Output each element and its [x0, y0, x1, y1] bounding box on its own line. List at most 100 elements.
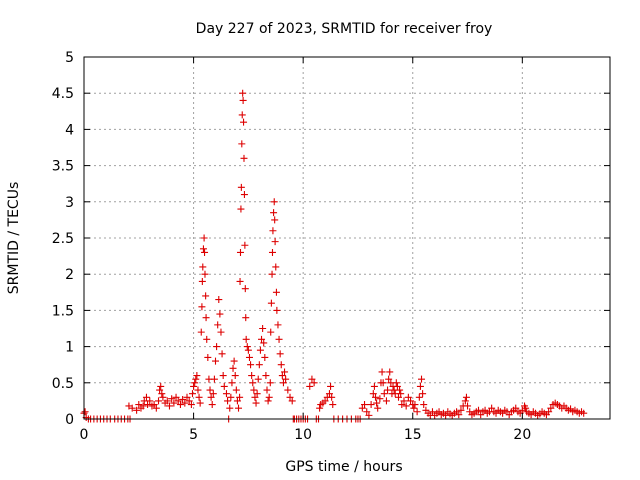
data-point — [201, 270, 209, 278]
data-point — [264, 397, 272, 405]
data-point — [209, 390, 217, 398]
data-point — [416, 382, 424, 390]
data-point — [244, 346, 252, 354]
data-point — [278, 372, 286, 380]
data-point — [374, 404, 382, 412]
data-point — [215, 296, 223, 304]
data-point — [282, 375, 290, 383]
data-point — [231, 372, 239, 380]
y-axis-label: SRMTID / TECUs — [6, 182, 22, 295]
data-point — [179, 395, 187, 403]
data-point — [310, 379, 318, 387]
data-point — [197, 328, 205, 336]
data-point — [369, 390, 377, 398]
plot-frame — [83, 56, 611, 420]
data-point — [245, 353, 253, 361]
data-point — [216, 310, 224, 318]
x-axis-label: GPS time / hours — [285, 459, 402, 475]
data-point — [165, 402, 173, 410]
data-point — [275, 335, 283, 343]
data-point — [281, 368, 289, 376]
data-point — [261, 353, 269, 361]
data-point — [249, 379, 257, 387]
data-point — [321, 397, 329, 405]
data-point — [190, 382, 198, 390]
data-point — [365, 411, 373, 419]
data-point — [254, 375, 262, 383]
data-point — [207, 393, 215, 401]
data-point — [199, 263, 207, 271]
data-point — [233, 397, 241, 405]
data-point — [373, 399, 381, 407]
data-point — [404, 393, 412, 401]
data-point — [385, 375, 393, 383]
data-point — [241, 241, 249, 249]
data-point — [202, 292, 210, 300]
y-tick-label: 3.5 — [52, 159, 74, 175]
data-point — [157, 382, 165, 390]
data-point — [144, 401, 152, 409]
data-point — [217, 328, 225, 336]
chart-title: Day 227 of 2023, SRMTID for receiver fro… — [196, 21, 493, 37]
data-point — [420, 401, 428, 409]
data-point — [395, 393, 403, 401]
y-tick-label: 0.5 — [52, 376, 74, 392]
data-point — [327, 382, 335, 390]
y-tick-label: 1 — [65, 340, 74, 356]
data-point — [146, 397, 154, 405]
data-point — [407, 397, 415, 405]
data-point — [224, 397, 232, 405]
data-point — [400, 397, 408, 405]
data-point — [218, 350, 226, 358]
data-point — [238, 140, 246, 148]
data-point — [237, 205, 245, 213]
data-point — [227, 393, 235, 401]
data-point — [219, 372, 227, 380]
data-point — [269, 227, 277, 235]
data-point — [415, 393, 423, 401]
y-tick-label: 4 — [65, 122, 74, 138]
y-tick-label: 5 — [65, 50, 74, 66]
data-point — [455, 411, 463, 419]
data-point — [240, 118, 248, 126]
data-point — [398, 401, 406, 409]
data-point — [462, 393, 470, 401]
data-point — [213, 343, 221, 351]
data-point — [170, 399, 178, 407]
data-point — [135, 401, 143, 409]
data-point — [238, 111, 246, 119]
data-point — [158, 390, 166, 398]
data-point — [376, 395, 384, 403]
data-point — [239, 96, 247, 104]
y-tick-label: 0 — [65, 412, 74, 428]
data-point — [419, 390, 427, 398]
data-point — [168, 395, 176, 403]
data-point — [242, 314, 250, 322]
data-point — [272, 288, 280, 296]
data-point — [262, 372, 270, 380]
data-point — [188, 390, 196, 398]
data-point — [545, 408, 553, 416]
data-point — [203, 335, 211, 343]
data-point — [271, 238, 279, 246]
data-point — [206, 386, 214, 394]
data-point — [240, 191, 248, 199]
data-point — [240, 154, 248, 162]
data-point — [155, 397, 163, 405]
data-point — [212, 357, 219, 365]
data-point — [193, 372, 201, 380]
data-point — [226, 404, 234, 412]
data-point — [214, 321, 222, 329]
data-point — [272, 263, 280, 271]
data-point — [328, 393, 336, 401]
data-point — [367, 401, 375, 409]
y-tick-label: 2.5 — [52, 231, 74, 247]
x-tick-label: 20 — [513, 427, 531, 443]
data-point — [241, 285, 249, 293]
data-point — [411, 401, 419, 409]
data-point — [163, 397, 171, 405]
data-point — [252, 399, 260, 407]
x-tick-label: 15 — [404, 427, 422, 443]
data-point — [397, 390, 405, 398]
